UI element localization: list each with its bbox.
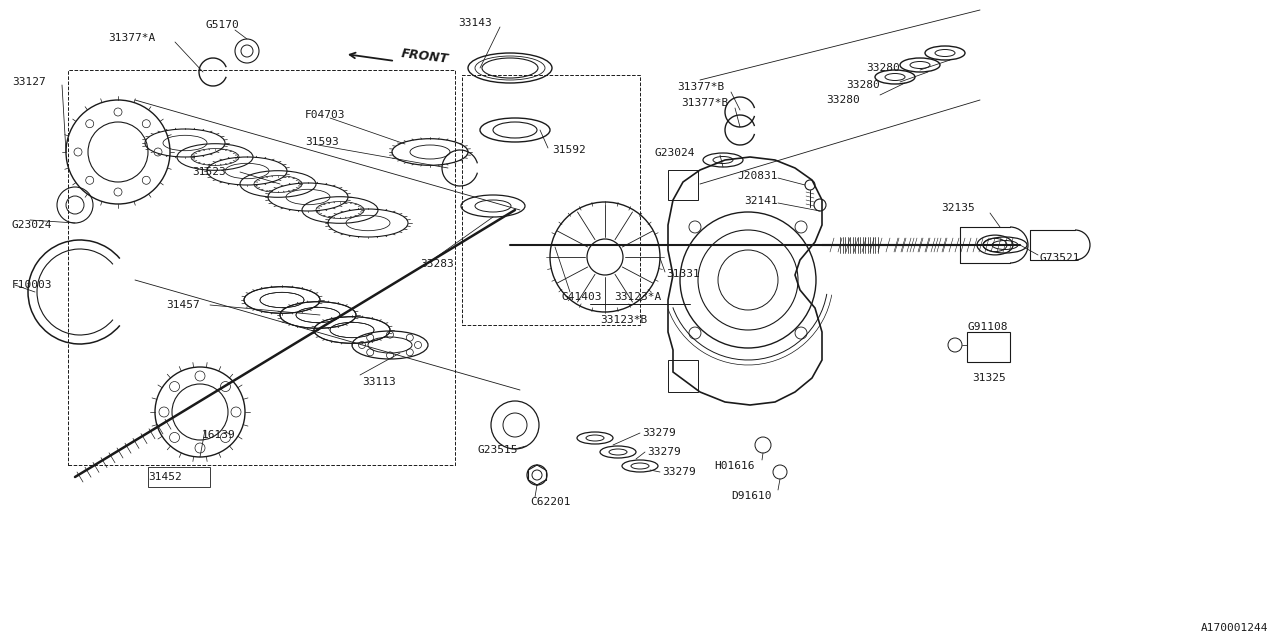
Text: 31523: 31523	[192, 167, 227, 177]
Text: 33283: 33283	[420, 259, 453, 269]
Text: C62201: C62201	[530, 497, 571, 507]
Text: G73521: G73521	[1039, 253, 1080, 263]
Text: 31331: 31331	[666, 269, 700, 279]
Text: 16139: 16139	[202, 430, 236, 440]
Text: G23515: G23515	[477, 445, 518, 455]
Text: F04703: F04703	[305, 110, 346, 120]
Text: 33113: 33113	[362, 377, 396, 387]
Text: 32135: 32135	[941, 203, 975, 213]
Text: 31377*B: 31377*B	[677, 82, 724, 92]
Text: F10003: F10003	[12, 280, 52, 290]
Text: 33279: 33279	[643, 428, 676, 438]
Text: 33279: 33279	[646, 447, 681, 457]
Text: D91610: D91610	[731, 491, 772, 501]
Text: 33280: 33280	[867, 63, 900, 73]
Text: H01616: H01616	[714, 461, 755, 471]
Text: 32141: 32141	[744, 196, 778, 206]
Text: G91108: G91108	[968, 322, 1009, 332]
Text: 33280: 33280	[846, 80, 881, 90]
Text: 31325: 31325	[972, 373, 1006, 383]
Text: 33123*B: 33123*B	[600, 315, 648, 325]
Text: 33143: 33143	[458, 18, 492, 28]
Text: 33127: 33127	[12, 77, 46, 87]
Text: 31377*A: 31377*A	[108, 33, 155, 43]
Text: G41403: G41403	[562, 292, 603, 302]
Text: 33280: 33280	[827, 95, 860, 105]
Text: G23024: G23024	[654, 148, 695, 158]
Text: J20831: J20831	[737, 171, 778, 181]
Text: 33123*A: 33123*A	[614, 292, 662, 302]
Text: 31457: 31457	[166, 300, 200, 310]
Text: 31592: 31592	[552, 145, 586, 155]
Text: G5170: G5170	[205, 20, 239, 30]
Text: G23024: G23024	[12, 220, 52, 230]
Text: 31377*B: 31377*B	[681, 98, 728, 108]
Text: 31593: 31593	[305, 137, 339, 147]
Text: 33279: 33279	[662, 467, 696, 477]
Text: 31452: 31452	[148, 472, 182, 482]
Text: FRONT: FRONT	[399, 47, 449, 66]
Text: A170001244: A170001244	[1201, 623, 1268, 633]
